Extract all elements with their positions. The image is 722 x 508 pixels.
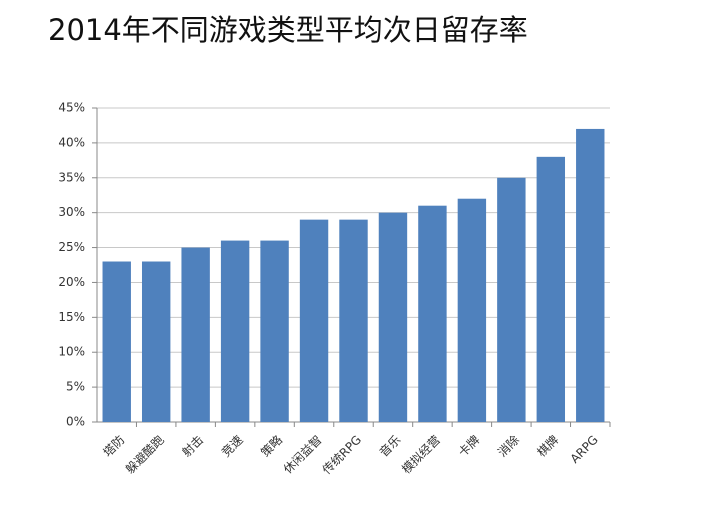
bar: [141, 261, 171, 422]
x-tick-label: 棋牌: [535, 433, 562, 460]
x-tick-label: 音乐: [376, 432, 404, 460]
x-tick-label: 塔防: [100, 432, 128, 460]
x-tick-label: 躲避酷跑: [122, 432, 167, 477]
x-tick-label: 竞速: [219, 433, 246, 460]
bar: [536, 156, 566, 422]
y-tick-label: 5%: [66, 380, 85, 394]
bar: [299, 219, 329, 422]
bar: [457, 198, 487, 422]
y-tick-label: 25%: [58, 240, 85, 254]
chart-title: 2014年不同游戏类型平均次日留存率: [48, 13, 528, 47]
y-tick-label: 0%: [66, 415, 85, 429]
bar: [102, 261, 131, 422]
y-tick-label: 35%: [58, 170, 85, 184]
bar: [418, 205, 447, 422]
bar: [181, 247, 210, 422]
y-tick-label: 40%: [58, 135, 85, 149]
bar: [260, 240, 289, 422]
x-tick-label: 传统RPG: [319, 432, 364, 477]
y-tick-label: 10%: [58, 345, 85, 359]
bar: [220, 240, 250, 422]
bar: [576, 128, 605, 422]
bar: [339, 219, 368, 422]
y-tick-label: 20%: [58, 275, 85, 289]
x-tick-label: 模拟经营: [399, 433, 443, 477]
y-tick-label: 45%: [58, 101, 85, 115]
y-tick-label: 30%: [58, 205, 85, 219]
x-tick-label: 休闲益智: [280, 432, 325, 477]
x-tick-label: 消除: [494, 432, 522, 460]
x-tick-label: 策略: [258, 432, 286, 460]
x-tick-label: 射击: [179, 432, 207, 460]
bar: [497, 177, 526, 422]
x-tick-label: 卡牌: [456, 433, 483, 460]
x-tick-label: ARPG: [568, 433, 601, 466]
bar: [378, 212, 408, 422]
y-tick-label: 15%: [58, 310, 85, 324]
